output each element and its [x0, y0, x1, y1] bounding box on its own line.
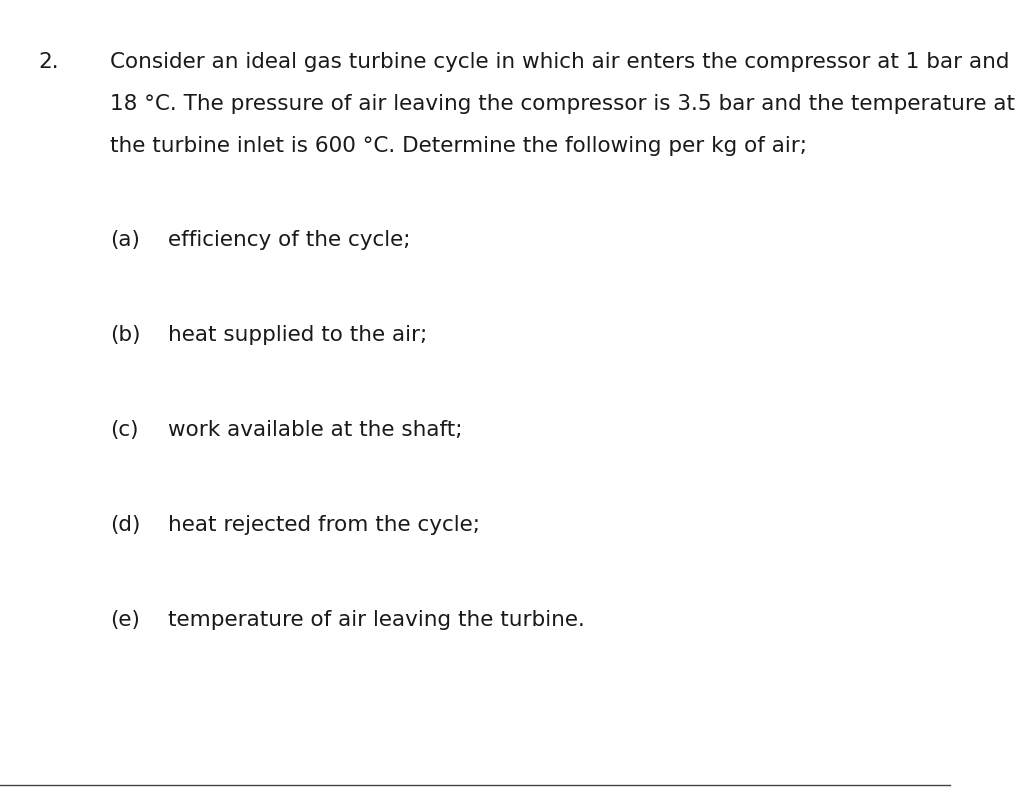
Text: heat rejected from the cycle;: heat rejected from the cycle; [168, 515, 480, 534]
Text: the turbine inlet is 600 °C. Determine the following per kg of air;: the turbine inlet is 600 °C. Determine t… [110, 136, 807, 156]
Text: (d): (d) [110, 515, 140, 534]
Text: (a): (a) [110, 230, 140, 250]
Text: (c): (c) [110, 419, 138, 439]
Text: temperature of air leaving the turbine.: temperature of air leaving the turbine. [168, 609, 585, 630]
Text: work available at the shaft;: work available at the shaft; [168, 419, 463, 439]
Text: 2.: 2. [38, 52, 58, 72]
Text: (e): (e) [110, 609, 140, 630]
Text: heat supplied to the air;: heat supplied to the air; [168, 324, 427, 344]
Text: 18 °C. The pressure of air leaving the compressor is 3.5 bar and the temperature: 18 °C. The pressure of air leaving the c… [110, 94, 1015, 114]
Text: efficiency of the cycle;: efficiency of the cycle; [168, 230, 411, 250]
Text: (b): (b) [110, 324, 140, 344]
Text: Consider an ideal gas turbine cycle in which air enters the compressor at 1 bar : Consider an ideal gas turbine cycle in w… [110, 52, 1010, 72]
